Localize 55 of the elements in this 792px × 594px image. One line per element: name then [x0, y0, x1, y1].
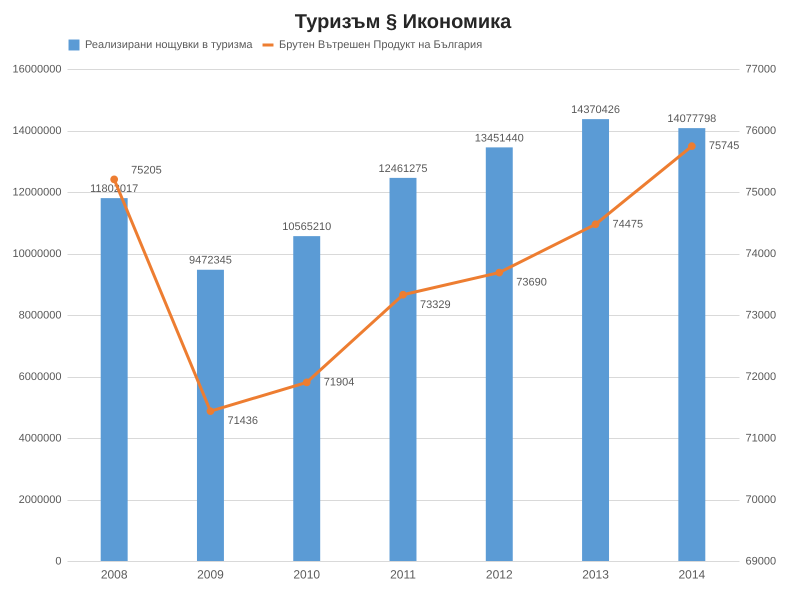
- y-tick-label: 14000000: [12, 125, 62, 137]
- y2-tick-label: 69000: [746, 556, 776, 568]
- y-tick-label: 10000000: [12, 248, 62, 260]
- legend-label: Брутен Вътрешен Продукт на България: [279, 39, 482, 51]
- bar: [582, 119, 610, 561]
- bar: [486, 147, 513, 561]
- bar: [293, 236, 320, 561]
- data-label: 9472345: [189, 254, 232, 267]
- data-label: 14077798: [667, 113, 716, 126]
- bar: [390, 178, 416, 561]
- y2-tick-label: 73000: [746, 310, 776, 322]
- x-tick-label: 2013: [582, 568, 610, 582]
- x-tick-label: 2010: [293, 568, 320, 582]
- x-tick-label: 2011: [390, 568, 416, 582]
- legend-label: Реализирани нощувки в туризма: [85, 39, 254, 51]
- y-tick-label: 12000000: [12, 186, 62, 198]
- point: [592, 220, 600, 228]
- bar: [678, 128, 706, 561]
- bar: [196, 270, 224, 561]
- point: [110, 176, 118, 184]
- y-tick-label: 2000000: [18, 494, 62, 506]
- data-label: 71904: [324, 376, 354, 388]
- x-tick-label: 2008: [100, 568, 128, 582]
- data-label: 12461275: [378, 162, 428, 175]
- data-label: 75205: [131, 164, 162, 176]
- data-label: 73690: [516, 276, 547, 289]
- y2-tick-label: 76000: [746, 125, 776, 137]
- point: [302, 378, 311, 386]
- point: [688, 142, 696, 150]
- point: [399, 290, 407, 299]
- bar: [100, 198, 128, 561]
- data-label: 13451440: [474, 132, 524, 144]
- data-label: 10565210: [282, 221, 332, 234]
- y-tick-label: 0: [55, 556, 62, 568]
- y-tick-label: 16000000: [12, 64, 62, 76]
- data-label: 75745: [708, 140, 740, 152]
- data-label: 14370426: [571, 104, 620, 116]
- y-tick-label: 6000000: [18, 371, 62, 383]
- data-label: 73329: [420, 298, 451, 311]
- y2-tick-label: 77000: [746, 64, 776, 76]
- y2-tick-label: 71000: [746, 432, 776, 444]
- point: [206, 407, 214, 416]
- data-label: 71436: [227, 415, 258, 428]
- y-tick-label: 4000000: [18, 432, 62, 444]
- point: [495, 268, 504, 276]
- x-tick-label: 2009: [197, 568, 224, 582]
- x-tick-label: 2014: [678, 568, 706, 582]
- y2-tick-label: 70000: [746, 494, 776, 506]
- chart-title: Туризъм § Икономика: [294, 11, 512, 33]
- x-tick-label: 2012: [486, 568, 513, 582]
- y2-tick-label: 74000: [746, 248, 776, 260]
- y-tick-label: 8000000: [18, 310, 62, 322]
- y2-tick-label: 75000: [746, 186, 776, 198]
- data-label: 74475: [612, 218, 644, 230]
- y2-tick-label: 72000: [746, 371, 776, 383]
